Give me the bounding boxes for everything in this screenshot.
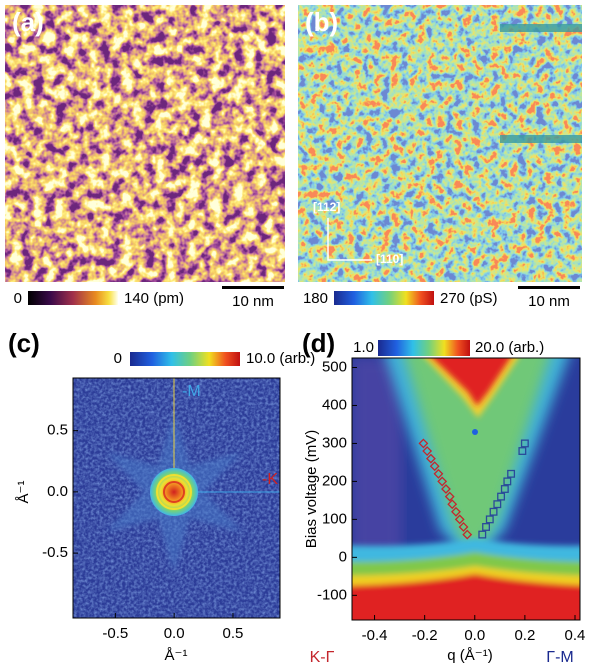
x-axis-label: q (Å⁻¹) [447, 647, 492, 664]
colorbar-max: 270 (pS) [440, 290, 498, 307]
direction-label: [110] [376, 252, 403, 266]
plot-frame [351, 357, 581, 621]
square-marker [485, 515, 494, 524]
scale-bar-label: 10 nm [528, 293, 570, 310]
scan-artifact [500, 135, 582, 143]
square-marker [507, 469, 516, 478]
x-tick-label: 0.2 [514, 627, 535, 644]
square-marker [500, 485, 509, 493]
diamond-marker [422, 446, 433, 456]
y-tick-label: 100 [322, 510, 347, 527]
colorbar-min: 0 [14, 290, 22, 307]
square-marker [497, 492, 506, 501]
square-marker [489, 507, 498, 516]
colorbar-max: 10.0 (arb.) [246, 350, 315, 367]
diamond-marker [429, 461, 440, 472]
y-tick-label: -0.5 [42, 544, 68, 561]
y-tick-label: 0.5 [47, 422, 68, 439]
conductance-image [298, 5, 582, 282]
colorbar-min: 0 [114, 350, 122, 367]
diamond-marker [441, 484, 451, 494]
annotation: K-Γ [310, 649, 335, 666]
annotation: -K [262, 471, 278, 488]
square-marker [493, 500, 502, 509]
diamond-marker [454, 514, 465, 525]
annotation: Γ-M [546, 649, 573, 666]
y-tick-label: 300 [322, 434, 347, 451]
colorbar-max: 20.0 (arb.) [475, 339, 544, 356]
x-tick-label: -0.2 [412, 627, 438, 644]
colorbar [28, 291, 118, 305]
scan-artifact [500, 24, 582, 32]
y-tick-label: -100 [317, 586, 347, 603]
map-green [405, 358, 550, 548]
diamond-marker [426, 453, 436, 464]
colorbar [378, 340, 470, 356]
square-marker [478, 530, 487, 539]
y-axis-label: Å⁻¹ [15, 481, 32, 504]
diamond-marker [451, 506, 461, 517]
scale-bar [222, 286, 284, 289]
x-tick-label: 0.4 [565, 627, 586, 644]
diamond-marker [433, 468, 444, 479]
y-tick-label: 200 [322, 472, 347, 489]
plot-frame [72, 377, 281, 619]
square-marker [503, 477, 512, 486]
colorbar [334, 291, 434, 305]
diamond-marker [418, 438, 429, 449]
panel-label: (c) [8, 328, 40, 358]
x-tick-label: 0.0 [464, 627, 485, 644]
annotation: -M [182, 383, 201, 400]
panel-label: (b) [305, 7, 338, 37]
panel-label: (a) [12, 7, 44, 37]
square-marker [482, 523, 490, 531]
dispersion-map [352, 358, 580, 620]
diamond-marker [447, 499, 458, 510]
topography-image [5, 5, 285, 282]
map-dot [472, 429, 478, 435]
scale-bar [518, 286, 580, 289]
x-tick-label: 0.5 [223, 625, 244, 642]
colorbar [130, 352, 240, 366]
y-tick-label: 0.0 [47, 483, 68, 500]
colorbar-min: 1.0 [353, 339, 374, 356]
square-marker [518, 447, 527, 455]
square-marker [520, 439, 529, 448]
x-tick-label: 0.0 [164, 625, 185, 642]
panel-label: (d) [302, 328, 335, 358]
y-tick-label: 400 [322, 396, 347, 413]
colorbar-max: 140 (pm) [124, 290, 184, 307]
scale-bar-label: 10 nm [232, 293, 274, 310]
diamond-marker [458, 522, 469, 532]
diamond-marker [444, 491, 455, 502]
diamond-marker [462, 529, 473, 540]
y-tick-label: 500 [322, 358, 347, 375]
direction-label: [112] [313, 200, 340, 214]
x-tick-label: -0.4 [362, 627, 388, 644]
map-red [432, 358, 511, 406]
diamond-marker [437, 476, 448, 487]
x-tick-label: -0.5 [102, 625, 128, 642]
x-axis-label: Å⁻¹ [165, 647, 188, 664]
map-bottom [352, 538, 580, 620]
fft-ring [163, 481, 185, 503]
y-axis-label: Bias voltage (mV) [303, 430, 320, 548]
direction-axes [327, 218, 372, 261]
y-tick-label: 0 [339, 548, 347, 565]
colorbar-min: 180 [303, 290, 328, 307]
fft-ring [156, 474, 192, 510]
